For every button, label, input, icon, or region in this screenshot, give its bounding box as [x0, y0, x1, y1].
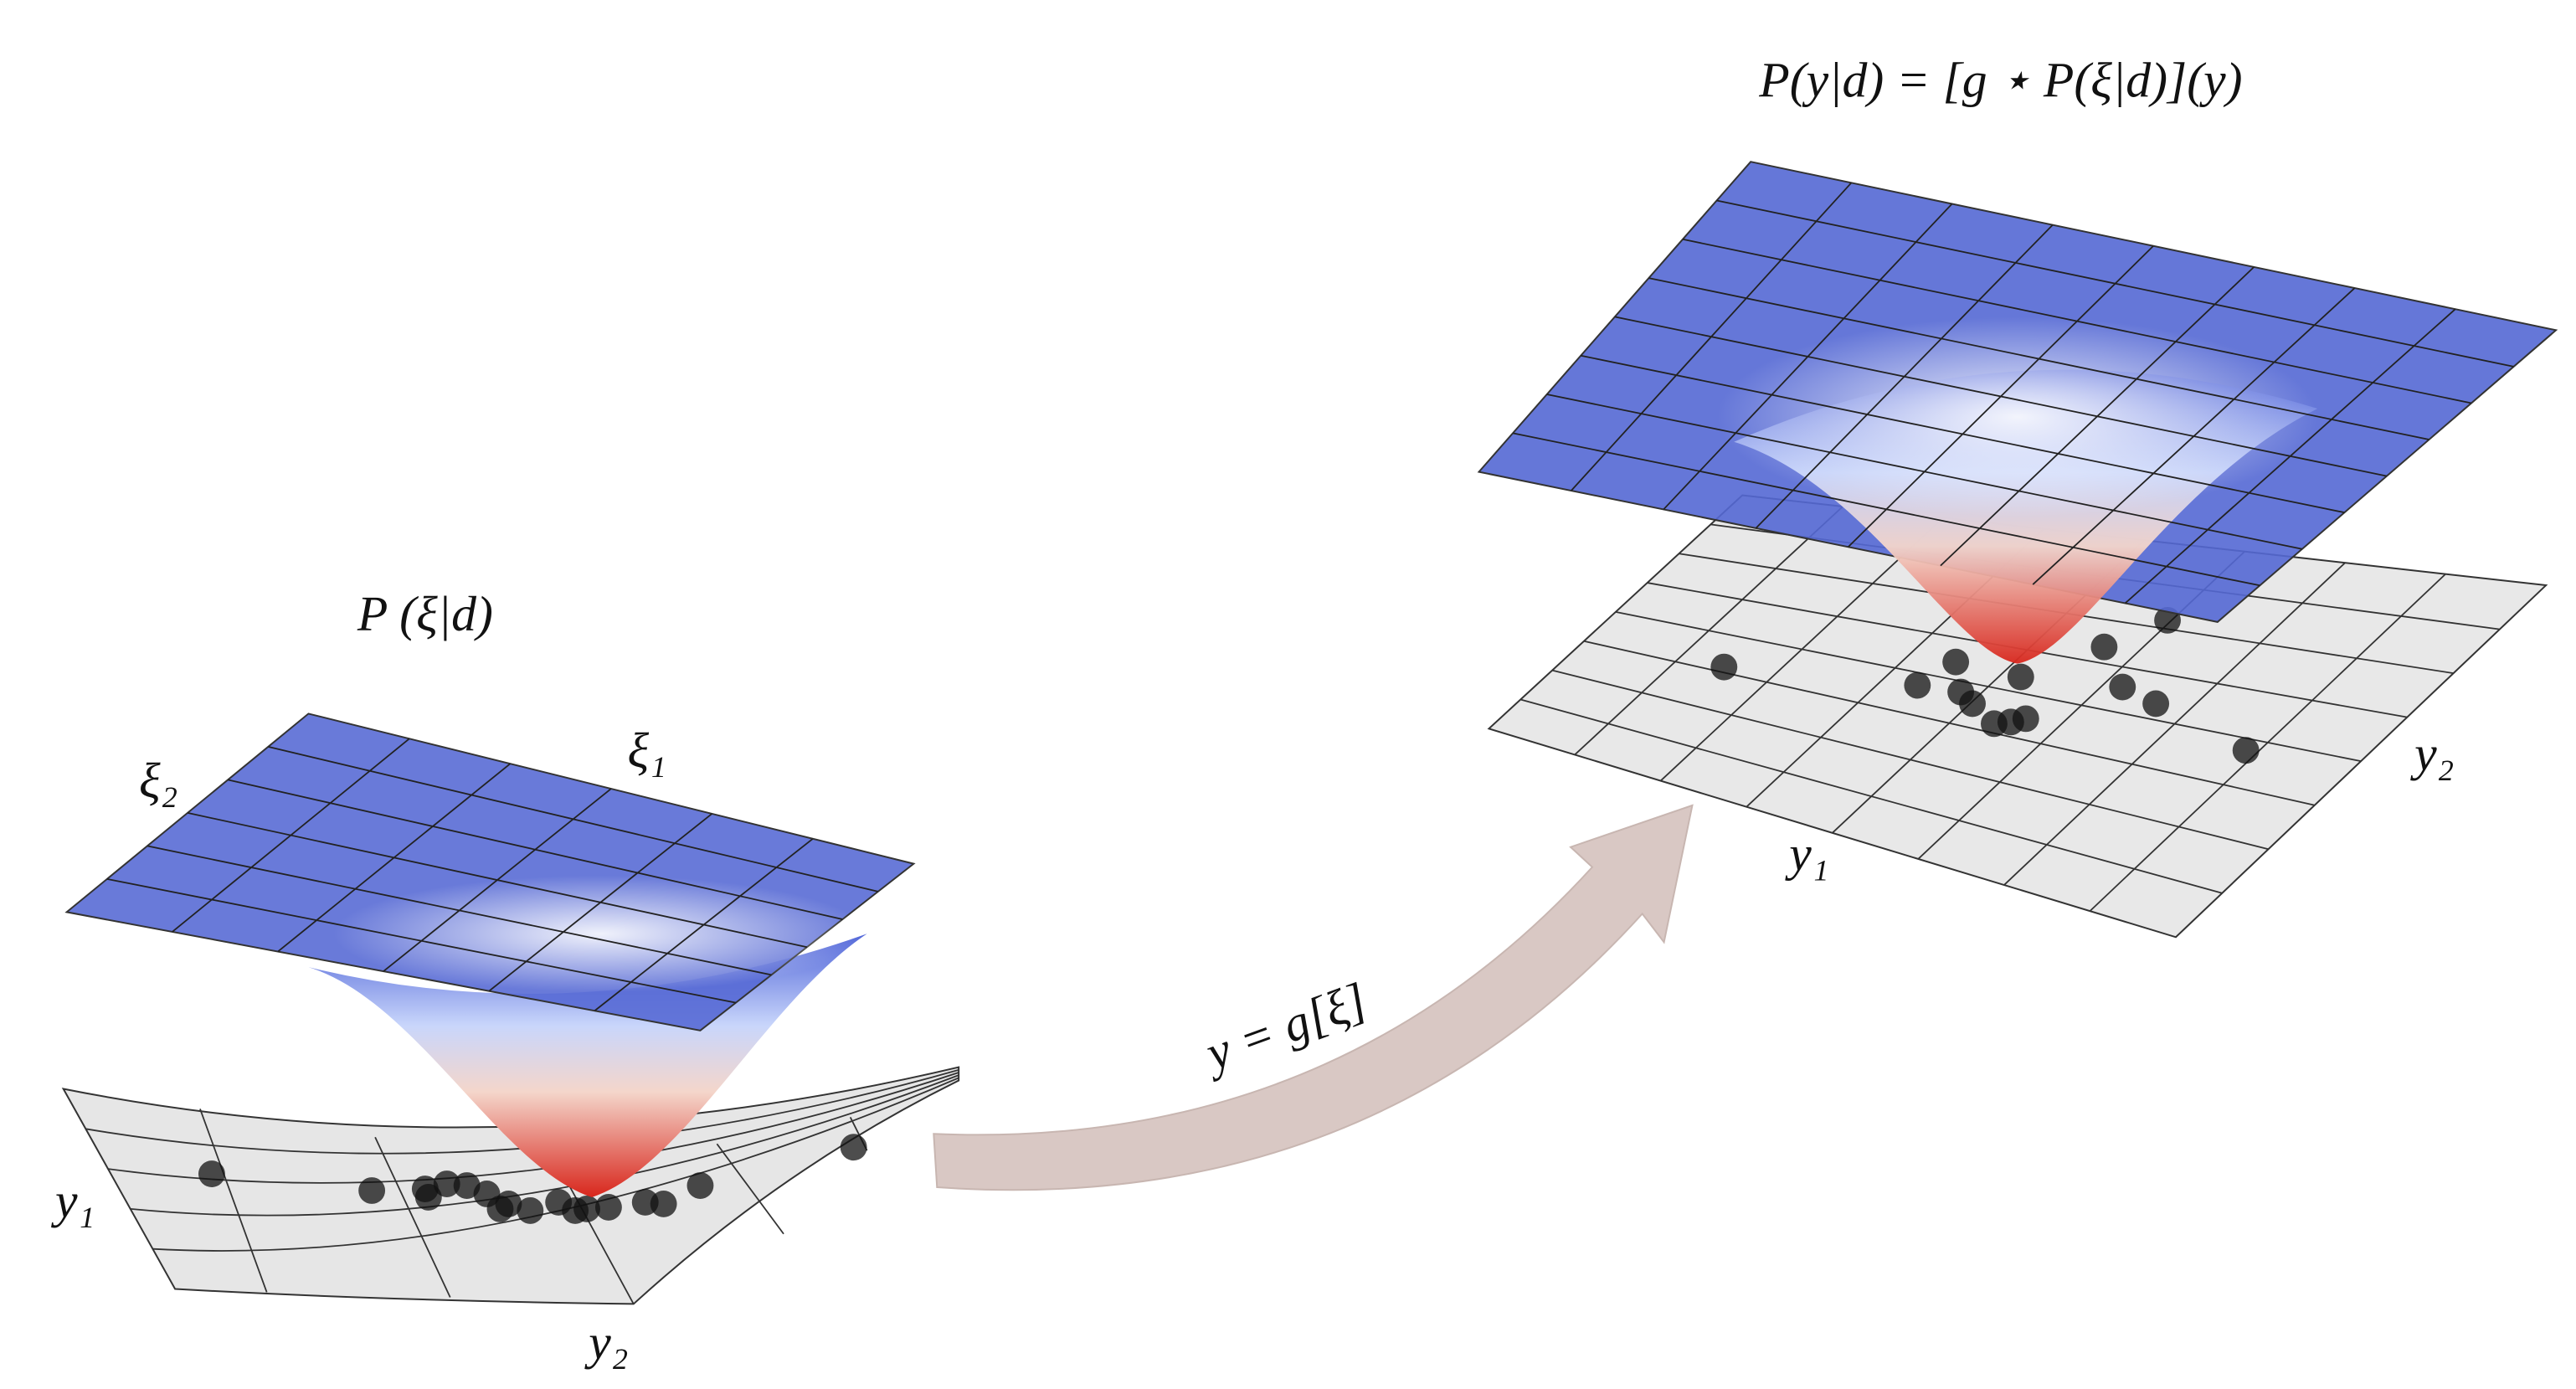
sample-point: [2109, 673, 2136, 701]
sample-point: [358, 1177, 386, 1204]
sample-point: [453, 1172, 481, 1199]
grid-line: [2124, 308, 2456, 604]
sample-point: [594, 1193, 622, 1221]
glow: [1717, 316, 2318, 517]
sample-point: [650, 1190, 677, 1217]
grid-line: [1716, 199, 2514, 368]
axis-label: y₂: [2410, 726, 2454, 781]
grid-line: [199, 1109, 268, 1293]
sample-point: [2012, 705, 2039, 733]
title: P(y|d) = [g ⋆ P(ξ|d)](y): [1758, 53, 2242, 108]
glow: [333, 875, 867, 992]
grid-line: [2032, 287, 2356, 585]
axis-label: ξ₂: [139, 753, 177, 808]
grid-line: [374, 1136, 451, 1298]
grid-line: [1848, 245, 2154, 548]
sample-point: [2232, 737, 2260, 764]
sample-point: [2090, 633, 2118, 661]
sample-point: [1710, 653, 1738, 681]
axis-label: y₂: [584, 1314, 628, 1370]
axis-label: ξ₁: [628, 723, 666, 778]
sample-point: [486, 1195, 514, 1222]
grid-line: [130, 1074, 959, 1217]
sample-point: [198, 1160, 225, 1188]
grid-line: [1682, 238, 2472, 404]
axis-label: y₁: [1785, 826, 1828, 882]
arrow: [933, 804, 1694, 1191]
grid-line: [594, 838, 814, 1011]
sample-point: [840, 1134, 867, 1161]
sample-point: [517, 1196, 544, 1224]
axis-label: y₁: [51, 1173, 95, 1228]
sample-point: [686, 1172, 714, 1199]
sample-point: [562, 1196, 589, 1224]
grid-line: [2003, 562, 2346, 886]
grid-line: [1940, 266, 2255, 567]
sample-point: [2007, 663, 2034, 691]
sample-point: [1959, 690, 1986, 718]
grid-line: [716, 1143, 784, 1235]
sample-point: [2142, 690, 2170, 718]
grid-line: [2089, 573, 2446, 912]
sample-point: [1904, 671, 1931, 699]
grid-line: [1648, 277, 2429, 440]
title: P (ξ|d): [357, 586, 493, 641]
sample-point: [414, 1184, 442, 1211]
grid-line: [85, 1068, 959, 1155]
sample-point: [1942, 648, 1970, 676]
sample-point: [433, 1170, 460, 1197]
